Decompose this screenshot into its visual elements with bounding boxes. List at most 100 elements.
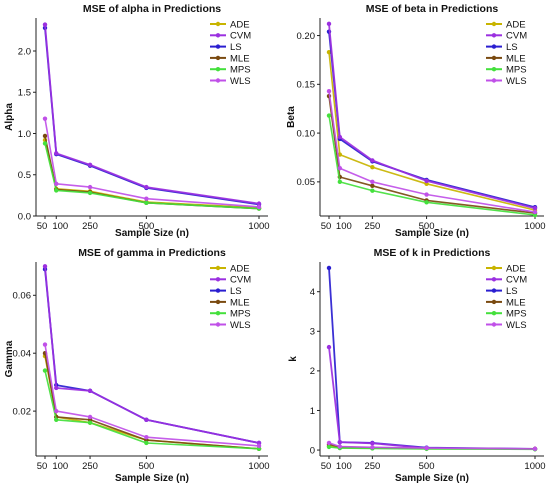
legend-label-ls: LS [230, 286, 242, 297]
legend-label-mle: MLE [230, 53, 250, 64]
legend-marker-mle [491, 55, 497, 61]
x-axis-title: Sample Size (n) [395, 473, 469, 484]
x-tick-label: 1000 [524, 461, 545, 472]
series-line-ade [44, 355, 260, 450]
data-point-ls [326, 265, 332, 271]
legend-marker-wls [491, 322, 497, 327]
legend-marker-ade [215, 21, 221, 27]
chart-title: MSE of alpha in Predictions [83, 3, 221, 15]
data-point-mps [54, 188, 59, 193]
data-point-mle [370, 183, 375, 188]
data-point-mps [326, 113, 332, 118]
legend-label-mle: MLE [230, 297, 250, 308]
legend-marker-cvm [491, 33, 497, 38]
y-tick-label: 1.0 [18, 129, 31, 140]
x-tick-label: 50 [321, 221, 332, 232]
data-point-wls [424, 445, 429, 451]
y-tick-label: 2 [310, 366, 315, 377]
x-tick-label: 1000 [248, 221, 269, 232]
legend-marker-ls [491, 288, 497, 293]
legend-marker-wls [491, 78, 497, 83]
legend-marker-cvm [215, 33, 221, 38]
series-line-ls [44, 269, 260, 444]
y-axis-title: Alpha [4, 103, 15, 131]
x-tick-label: 50 [37, 221, 48, 232]
data-point-cvm [370, 158, 375, 163]
legend-label-cvm: CVM [506, 31, 527, 42]
legend-label-wls: WLS [506, 76, 527, 87]
data-point-cvm [87, 162, 93, 168]
x-tick-label: 1000 [524, 221, 545, 232]
y-tick-label: 4 [310, 287, 315, 298]
data-point-mps [337, 179, 343, 185]
legend-marker-wls [215, 78, 221, 83]
y-tick-label: 3 [310, 327, 315, 338]
legend-label-mps: MPS [230, 309, 251, 320]
y-tick-label: 0.5 [18, 170, 31, 181]
data-point-wls [370, 445, 375, 450]
legend-label-mle: MLE [506, 53, 526, 64]
series-line-wls [44, 118, 260, 208]
y-tick-label: 0 [310, 445, 315, 456]
data-point-wls [337, 444, 343, 449]
data-point-cvm [54, 385, 59, 391]
chart-panel-4: MSE of k in Predictions 0 1 2 3 4 50 100 250 500 1… [288, 247, 546, 484]
data-point-mps [424, 200, 429, 205]
series-line-cvm [44, 266, 260, 444]
data-point-wls [424, 192, 429, 197]
y-axis-title: Gamma [4, 340, 15, 377]
legend-marker-wls [215, 322, 221, 327]
chart-panel-3: MSE of gamma in Predictions 0.02 0.04 0.06 5… [4, 247, 270, 484]
legend-label-wls: WLS [230, 76, 251, 87]
x-tick-label: 250 [364, 221, 380, 232]
legend-label-wls: WLS [506, 320, 527, 331]
legend-label-ade: ADE [230, 263, 250, 274]
series-line-wls [44, 344, 260, 447]
legend-label-ade: ADE [506, 19, 526, 30]
series-line-mle [44, 353, 260, 450]
legend-label-ls: LS [506, 286, 518, 297]
legend-marker-ls [491, 44, 497, 49]
x-axis-title: Sample Size (n) [115, 473, 189, 484]
series-line-mle [44, 135, 260, 210]
x-axis-title: Sample Size (n) [395, 228, 469, 239]
data-point-mps [87, 420, 93, 425]
x-tick-label: 1000 [248, 461, 269, 472]
legend-marker-cvm [491, 277, 497, 282]
y-tick-label: 0.10 [297, 128, 316, 139]
x-tick-label: 100 [52, 461, 68, 472]
legend-marker-mps [215, 67, 221, 72]
y-tick-label: 0.04 [13, 349, 32, 360]
x-tick-label: 500 [138, 221, 154, 232]
y-axis-title: k [288, 356, 299, 362]
legend-label-cvm: CVM [230, 275, 251, 286]
x-axis-title: Sample Size (n) [115, 228, 189, 239]
chart-title: MSE of k in Predictions [374, 247, 491, 259]
data-point-cvm [424, 178, 429, 184]
legend-marker-ade [491, 265, 497, 271]
legend-marker-mle [215, 55, 221, 61]
data-point-mps [54, 417, 59, 423]
data-point-cvm [144, 184, 149, 190]
legend-marker-mps [491, 67, 497, 72]
legend-label-cvm: CVM [230, 31, 251, 42]
data-point-wls [532, 209, 538, 215]
legend-marker-mps [215, 311, 221, 316]
chart-title: MSE of gamma in Predictions [78, 247, 226, 259]
data-point-cvm [326, 21, 332, 27]
data-point-cvm [337, 439, 343, 445]
data-point-wls [87, 184, 93, 190]
series-line-ade [328, 52, 536, 211]
data-point-wls [42, 342, 48, 347]
x-tick-label: 500 [419, 221, 435, 232]
chart-panel-1: MSE of alpha in Predictions 0.0 0.5 1.0 1.5 2… [4, 3, 270, 239]
legend-marker-ade [491, 21, 497, 27]
data-point-cvm [54, 151, 59, 156]
legend-marker-mle [491, 299, 497, 305]
legend-label-ls: LS [230, 42, 242, 53]
legend-label-cvm: CVM [506, 275, 527, 286]
series-line-cvm [44, 24, 260, 205]
x-tick-label: 50 [321, 461, 332, 472]
